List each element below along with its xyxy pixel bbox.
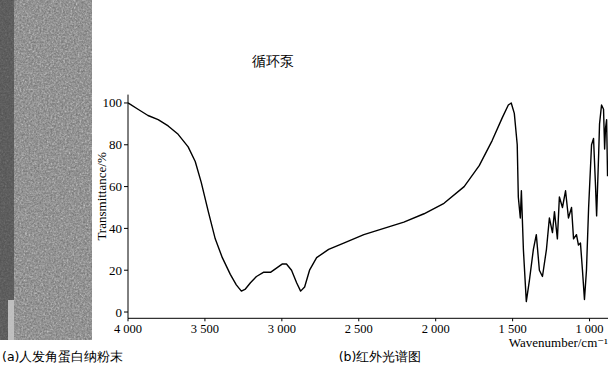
x-tick-label: 2 000 bbox=[422, 322, 450, 336]
x-tick bbox=[204, 318, 205, 321]
x-axis-line bbox=[128, 318, 608, 319]
photo-glare bbox=[8, 300, 14, 340]
panel-a-caption: (a)人发角蛋白纳粉末 bbox=[2, 349, 123, 364]
y-tick bbox=[124, 102, 128, 103]
x-tick bbox=[435, 318, 436, 321]
x-tick bbox=[128, 318, 129, 321]
x-tick-label: 2 500 bbox=[345, 322, 373, 336]
x-tick-label: 3 500 bbox=[191, 322, 219, 336]
y-axis-label: Transmittance/% bbox=[94, 152, 109, 241]
y-tick-label: 80 bbox=[109, 137, 122, 152]
panel-b-caption: (b)红外光谱图 bbox=[339, 349, 422, 364]
y-tick bbox=[124, 144, 128, 145]
x-tick-label: 1 500 bbox=[499, 322, 527, 336]
photo bbox=[0, 0, 92, 340]
photo-base bbox=[0, 0, 92, 340]
figure: (a)人发角蛋白纳粉末 0 20 40 60 80 100 4 000 3 500 3 000 2 … bbox=[0, 0, 610, 365]
x-axis-label: Wavenumber/cm⁻¹ bbox=[509, 335, 608, 350]
x-tick-label: 3 000 bbox=[268, 322, 296, 336]
x-tick bbox=[589, 318, 590, 321]
y-tick-label: 0 bbox=[116, 305, 123, 320]
x-tick bbox=[281, 318, 282, 321]
figure-root: (a)人发角蛋白纳粉末 0 20 40 60 80 100 4 000 3 500 3 000 2 … bbox=[0, 0, 610, 365]
x-tick bbox=[512, 318, 513, 321]
y-tick-label: 60 bbox=[109, 179, 122, 194]
x-tick-label: 1 000 bbox=[575, 322, 603, 336]
y-tick bbox=[124, 186, 128, 187]
axes: 0 20 40 60 80 100 4 000 3 500 3 000 2 500 2 000 1 5… bbox=[103, 95, 609, 337]
y-tick-label: 20 bbox=[109, 263, 122, 278]
x-tick bbox=[358, 318, 359, 321]
photo-texture bbox=[0, 0, 92, 340]
y-tick-label: 100 bbox=[103, 95, 123, 110]
y-tick bbox=[124, 270, 128, 271]
annotation: 循环泵 bbox=[252, 53, 294, 69]
plot-area bbox=[128, 103, 608, 302]
y-tick bbox=[124, 228, 128, 229]
y-tick bbox=[124, 312, 128, 313]
y-tick-label: 40 bbox=[109, 221, 122, 236]
y-axis-line bbox=[128, 95, 129, 319]
spectrum-line bbox=[128, 103, 608, 302]
x-tick-label: 4 000 bbox=[114, 322, 142, 336]
photo-edge bbox=[0, 0, 14, 340]
